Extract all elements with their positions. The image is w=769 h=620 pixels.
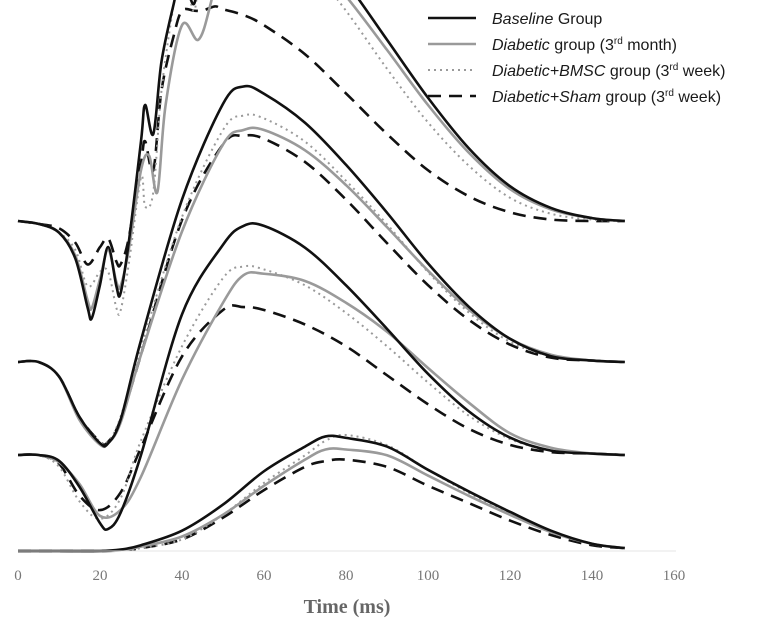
trace-1-bmsc-line bbox=[18, 433, 625, 553]
trace-1 bbox=[18, 433, 625, 553]
trace-2 bbox=[17, 222, 625, 532]
x-tick-label: 80 bbox=[339, 568, 354, 584]
trace-2-bmsc-line bbox=[17, 264, 625, 520]
trace-4-sham-line bbox=[17, 5, 625, 268]
x-tick-labels: 0 20 40 60 80 100 120 140 160 bbox=[14, 568, 685, 584]
x-tick-label: 0 bbox=[14, 568, 22, 584]
legend-label-sham: Diabetic+Sham group (3rd week) bbox=[492, 88, 721, 106]
trace-3-bmsc-line bbox=[17, 113, 625, 446]
legend-label-baseline: Baseline Group bbox=[492, 11, 602, 28]
trace-1-baseline-line bbox=[18, 434, 625, 553]
trace-1-sham-line bbox=[18, 457, 625, 553]
trace-3 bbox=[17, 84, 625, 449]
x-tick-label: 40 bbox=[175, 568, 190, 584]
trace-4 bbox=[17, 0, 625, 321]
trace-3-baseline-line bbox=[17, 84, 625, 448]
trace-2-sham-line bbox=[17, 304, 625, 512]
x-tick-label: 120 bbox=[499, 568, 522, 584]
trace-4-baseline-line bbox=[17, 0, 625, 321]
x-tick-label: 160 bbox=[663, 568, 686, 584]
trace-2-baseline-line bbox=[17, 222, 625, 532]
legend: Baseline Group Diabetic group (3rd month)… bbox=[428, 11, 725, 106]
x-tick-label: 100 bbox=[417, 568, 440, 584]
x-axis-label: Time (ms) bbox=[304, 596, 391, 618]
x-tick-label: 60 bbox=[257, 568, 272, 584]
x-tick-label: 140 bbox=[581, 568, 604, 584]
trace-2-diabetic-line bbox=[17, 271, 625, 520]
plot-area bbox=[17, 0, 625, 553]
x-tick-label: 20 bbox=[93, 568, 108, 584]
trace-1-diabetic-line bbox=[18, 447, 625, 553]
trace-4-diabetic-line bbox=[17, 0, 625, 311]
legend-label-bmsc: Diabetic+BMSC group (3rd week) bbox=[492, 62, 725, 80]
legend-label-diabetic: Diabetic group (3rd month) bbox=[492, 36, 677, 54]
